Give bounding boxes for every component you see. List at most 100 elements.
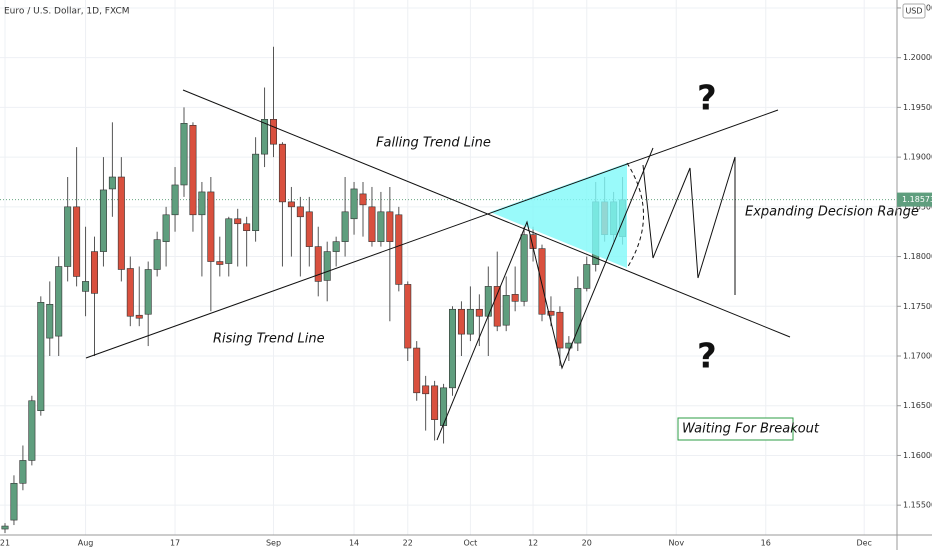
candle-body	[350, 188, 358, 220]
candle-body	[216, 261, 224, 265]
candle-body	[99, 189, 107, 252]
currency-button[interactable]	[902, 3, 926, 19]
y-tick-label: 1.19000	[903, 153, 932, 162]
y-tick-label: 1.16000	[903, 451, 932, 460]
candle-body	[82, 281, 90, 292]
candle-body	[386, 211, 394, 242]
candle-body	[457, 308, 465, 335]
y-tick-label: 1.17000	[903, 352, 932, 361]
candle-body	[117, 176, 125, 270]
candle-body	[64, 206, 72, 267]
candle-body	[547, 310, 555, 316]
projection-zigzag	[642, 156, 736, 295]
x-tick-label: 16	[761, 539, 771, 548]
candle-body	[565, 342, 573, 349]
x-tick-label: Sep	[266, 539, 281, 548]
x-tick-label: Oct	[463, 539, 477, 548]
decision-zone	[490, 163, 627, 268]
candle-body	[10, 482, 18, 521]
candle-body	[28, 400, 36, 461]
candle-body	[448, 308, 456, 389]
candle-body	[73, 206, 81, 277]
candle-body	[37, 302, 45, 411]
range-arc	[626, 162, 644, 269]
candle-body	[556, 311, 564, 349]
x-tick-label: 21	[0, 539, 10, 548]
y-tick-label: 1.16500	[903, 401, 932, 410]
candle-body	[162, 214, 170, 242]
candle-body	[1, 525, 9, 530]
candle-body	[153, 239, 161, 270]
falling-trend-line	[182, 89, 791, 338]
last-price-tag	[897, 192, 932, 207]
candle-body	[287, 201, 295, 208]
candle-body	[278, 143, 286, 203]
candle-body	[511, 294, 519, 302]
candle-body	[91, 251, 99, 294]
x-tick-label: Aug	[78, 539, 94, 548]
x-tick-label: 22	[403, 539, 413, 548]
rising-label: Rising Trend Line	[213, 332, 325, 347]
candle-body	[502, 295, 510, 326]
question-up: ?	[697, 79, 717, 119]
question-down: ?	[697, 337, 717, 377]
drawings	[85, 89, 794, 441]
candle-body	[431, 385, 439, 420]
candle-body	[243, 223, 251, 232]
falling-label: Falling Trend Line	[376, 136, 491, 151]
candle-body	[126, 268, 134, 317]
candle-body	[466, 308, 474, 335]
candle-body	[323, 251, 331, 281]
candle-body	[261, 119, 269, 155]
grid	[0, 0, 897, 535]
candle-body	[332, 241, 340, 252]
candle-body	[252, 153, 260, 232]
rising-trend-line	[85, 109, 779, 359]
x-tick-label: 17	[170, 539, 180, 548]
y-tick-label: 1.17500	[903, 302, 932, 311]
breakout-box	[677, 417, 794, 441]
candle-body	[395, 214, 403, 285]
candle-body	[359, 193, 367, 206]
waiting-label: Waiting For Breakout	[682, 422, 820, 437]
candle-body	[189, 124, 197, 216]
candle-body	[422, 385, 430, 395]
candle-body	[538, 248, 546, 315]
last-price-label: 1.18573	[902, 195, 932, 204]
x-tick-label: 12	[528, 539, 538, 548]
candle-body	[108, 176, 116, 190]
candle-body	[574, 288, 582, 344]
y-tick-label: 1.18500	[903, 202, 932, 211]
candle-body	[171, 184, 179, 216]
candle-body	[440, 387, 448, 426]
candle-body	[135, 314, 143, 319]
candle-body	[314, 246, 322, 282]
candle-body	[180, 123, 188, 186]
candle-body	[305, 211, 313, 247]
currency-label[interactable]: USD	[905, 7, 922, 16]
candle-body	[520, 234, 528, 302]
candle-body	[19, 460, 27, 484]
candle-body	[198, 191, 206, 216]
candle-body	[144, 269, 152, 315]
candle-body	[55, 266, 63, 337]
candle-body	[269, 119, 277, 145]
range-label: Expanding Decision Range	[745, 205, 919, 220]
candle-body	[46, 303, 54, 339]
candle-body	[234, 218, 242, 225]
candle-body	[368, 206, 376, 242]
candle-body	[296, 206, 304, 218]
x-tick-label: Nov	[668, 539, 684, 548]
y-tick-label: 1.20000	[903, 53, 932, 62]
y-tick-label: 1.19500	[903, 103, 932, 112]
y-tick-label: 1.18000	[903, 252, 932, 261]
candle-body	[207, 191, 215, 262]
x-tick-label: Dec	[856, 539, 871, 548]
candle-body	[225, 218, 233, 264]
y-tick-label: 1.15500	[903, 501, 932, 510]
candle-body	[484, 286, 492, 317]
candle-body	[493, 286, 501, 327]
candle-body	[377, 211, 385, 242]
axes: 1.15500 1.16000 1.16500 1.17000 1.17500 1.180…	[0, 3, 932, 548]
